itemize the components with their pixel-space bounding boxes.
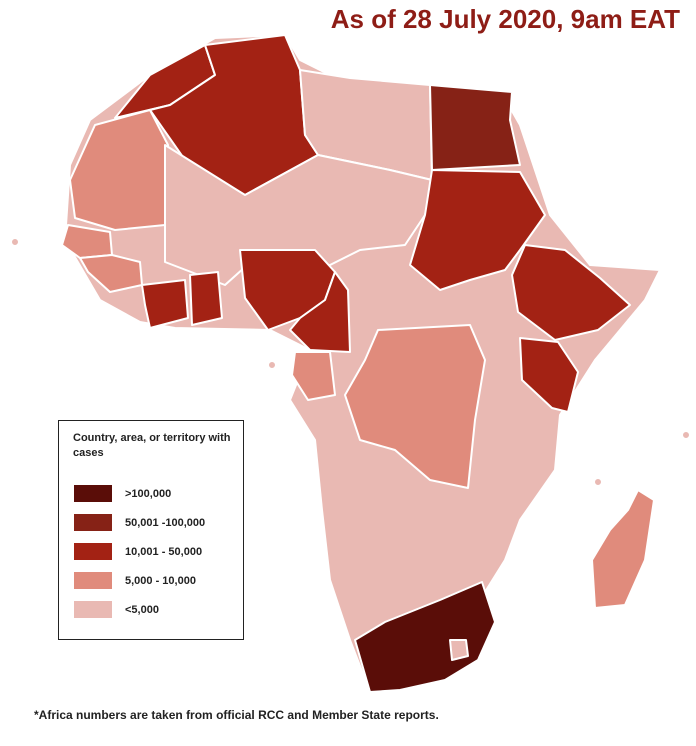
legend-swatch: [73, 513, 113, 532]
region-mauritius: [681, 430, 691, 440]
legend-swatch: [73, 484, 113, 503]
region-egypt: [429, 84, 521, 171]
map-title: As of 28 July 2020, 9am EAT: [330, 4, 680, 34]
legend-label: 5,000 - 10,000: [125, 574, 196, 587]
region-gabon: [291, 351, 336, 401]
region-south-africa: [354, 581, 496, 693]
region-cabo-verde: [10, 237, 20, 247]
region-ghana: [189, 271, 223, 326]
region-comoros: [593, 477, 603, 487]
legend-item: 5,000 - 10,000: [73, 566, 231, 595]
legend-swatch: [73, 571, 113, 590]
region-kenya: [519, 337, 579, 413]
region-sudan: [409, 169, 546, 291]
region-ethiopia: [511, 244, 631, 341]
legend-item: <5,000: [73, 595, 231, 624]
legend-label: >100,000: [125, 487, 172, 500]
region-lesotho: [449, 639, 469, 661]
legend: Country, area, or territory with cases >…: [58, 420, 244, 640]
legend-title: Country, area, or territory with cases: [73, 432, 231, 459]
region-drc: [344, 324, 486, 489]
legend-label: 10,001 - 50,000: [125, 545, 203, 558]
legend-item: 10,001 - 50,000: [73, 537, 231, 566]
legend-item: 50,001 -100,000: [73, 508, 231, 537]
legend-item: >100,000: [73, 479, 231, 508]
region-cote-divoire: [141, 279, 189, 329]
legend-swatch: [73, 600, 113, 619]
region-sahel: [164, 144, 433, 286]
region-cameroon: [289, 271, 351, 353]
legend-swatch: [73, 542, 113, 561]
region-madagascar: [591, 489, 655, 609]
region-sao-tome: [267, 360, 277, 370]
region-mauritania: [69, 109, 169, 231]
legend-label: <5,000: [125, 603, 159, 616]
source-footnote: *Africa numbers are taken from official …: [34, 708, 439, 722]
region-guinea: [79, 254, 143, 293]
legend-label: 50,001 -100,000: [125, 516, 206, 529]
